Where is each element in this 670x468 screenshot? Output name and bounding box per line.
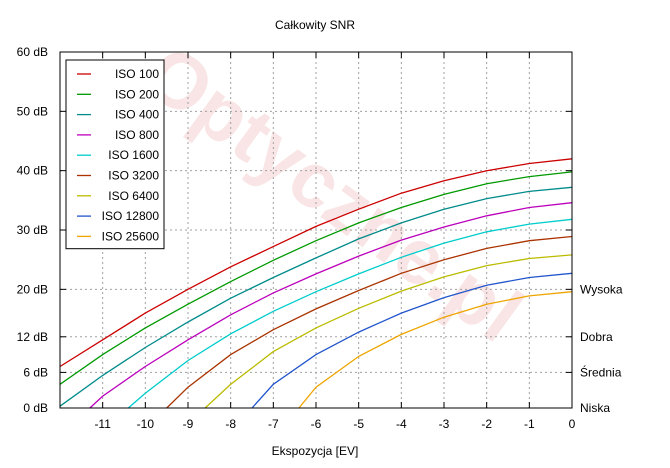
legend-label: ISO 12800 xyxy=(102,209,160,223)
quality-label: Dobra xyxy=(580,330,613,344)
x-tick-label: -4 xyxy=(396,417,407,431)
quality-label: Średnia xyxy=(580,364,622,379)
series-line xyxy=(59,158,573,368)
x-tick-label: -7 xyxy=(268,417,279,431)
legend-label: ISO 100 xyxy=(115,67,159,81)
y-tick-label: 40 dB xyxy=(17,164,48,178)
chart-title: Całkowity SNR xyxy=(275,18,355,32)
legend-label: ISO 400 xyxy=(115,108,159,122)
x-tick-label: -3 xyxy=(439,417,450,431)
series-line xyxy=(298,291,573,409)
x-tick-label: -10 xyxy=(137,417,155,431)
legend-label: ISO 1600 xyxy=(108,148,159,162)
quality-label: Niska xyxy=(580,401,610,415)
legend-label: ISO 800 xyxy=(115,128,159,142)
legend-box xyxy=(65,59,165,250)
y-tick-label: 60 dB xyxy=(17,45,48,59)
quality-label: Wysoka xyxy=(580,282,623,296)
y-tick-label: 30 dB xyxy=(17,223,48,237)
x-tick-label: -9 xyxy=(183,417,194,431)
y-tick-label: 0 dB xyxy=(23,401,48,415)
series-line xyxy=(59,186,573,407)
series-line xyxy=(166,235,573,409)
x-tick-label: 0 xyxy=(569,417,576,431)
x-tick-label: -5 xyxy=(353,417,364,431)
x-tick-label: -2 xyxy=(481,417,492,431)
series-line xyxy=(127,218,573,409)
legend-label: ISO 25600 xyxy=(102,229,160,243)
legend: ISO 100 ISO 200 ISO 400 ISO 800 ISO 1600 ISO … xyxy=(65,59,165,250)
series-line xyxy=(204,254,573,409)
x-tick-label: -11 xyxy=(94,417,111,431)
x-tick-label: -8 xyxy=(225,417,236,431)
series-lines xyxy=(59,158,573,409)
y-tick-label: 50 dB xyxy=(17,104,48,118)
series-line xyxy=(251,272,573,409)
y-tick-label: 6 dB xyxy=(23,365,48,379)
legend-label: ISO 6400 xyxy=(108,189,159,203)
legend-label: ISO 200 xyxy=(115,87,159,101)
legend-label: ISO 3200 xyxy=(108,169,159,183)
watermark: Optyczne.pl xyxy=(129,28,538,359)
x-axis-label: Ekspozycja [EV] xyxy=(272,444,359,458)
series-line xyxy=(89,202,573,409)
x-tick-label: -1 xyxy=(524,417,535,431)
x-tick-label: -6 xyxy=(311,417,322,431)
y-tick-label: 12 dB xyxy=(17,330,48,344)
watermark-text: Optyczne.pl xyxy=(129,28,538,359)
y-tick-label: 20 dB xyxy=(17,282,48,296)
series-line xyxy=(59,171,573,385)
